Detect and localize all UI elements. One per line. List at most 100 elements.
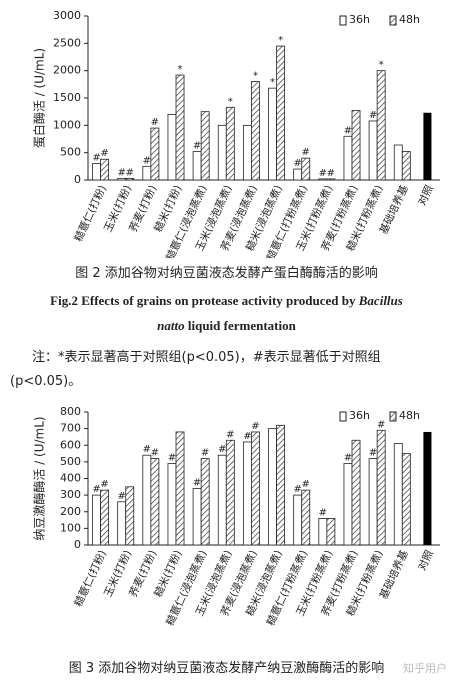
- x-tick-label: 糙薏仁(打粉): [72, 183, 109, 244]
- bar: [301, 489, 311, 546]
- significance-marker: #: [100, 479, 108, 490]
- y-tick-label: 600: [60, 438, 81, 451]
- significance-marker: #: [151, 117, 159, 128]
- significance-marker: #: [117, 491, 125, 502]
- significance-marker: #: [143, 444, 151, 455]
- y-tick-label: 1500: [53, 91, 81, 104]
- significance-marker: *: [270, 77, 275, 88]
- bar: [192, 488, 202, 546]
- chart: 蛋白酶活 / (U/mL) 0 500 1000 1500 2000 2500 3000 36h…: [32, 9, 440, 258]
- bar: [200, 458, 210, 546]
- legend-swatch: [339, 15, 347, 26]
- bar: [92, 494, 101, 546]
- significance-marker: #: [201, 448, 209, 459]
- bar: [242, 124, 252, 181]
- y-tick-label: 500: [60, 455, 81, 468]
- significance-marker: #: [369, 448, 377, 459]
- legend-label: 48h: [399, 13, 420, 26]
- significance-marker: #: [168, 453, 176, 464]
- bar: [142, 454, 152, 546]
- watermark: 知乎用户: [403, 662, 447, 675]
- legend-label: 36h: [349, 13, 370, 26]
- bar: [217, 454, 227, 546]
- y-tick-label: 500: [60, 146, 81, 159]
- bar: [401, 453, 411, 546]
- bar: [318, 178, 328, 181]
- significance-marker: #: [251, 421, 259, 432]
- caption-text: Fig.2 Effects of grains on protease acti…: [50, 293, 359, 308]
- bar: [92, 163, 101, 181]
- significance-marker: *: [253, 71, 258, 82]
- chart: 纳豆激酶酶活 / (U/mL) 0 100 200 300 400 500 600 700 800…: [32, 405, 440, 628]
- bar: [393, 443, 403, 546]
- legend-label: 36h: [349, 409, 370, 422]
- significance-marker: #: [293, 158, 301, 169]
- significance-marker: #: [151, 448, 159, 459]
- bar: [167, 463, 177, 546]
- bar: [100, 158, 110, 181]
- bar: [175, 74, 185, 181]
- bar: [376, 70, 386, 181]
- bar: [268, 428, 277, 546]
- bar: [200, 111, 210, 181]
- bar: [117, 177, 127, 181]
- significance-marker: #: [302, 147, 310, 158]
- y-tick-label: 2000: [53, 64, 81, 77]
- bar: [351, 110, 361, 181]
- bar: [268, 87, 277, 181]
- bar: [150, 127, 160, 181]
- y-tick-label: 0: [74, 538, 81, 551]
- bar: [343, 135, 353, 181]
- x-tick-label: 对照: [415, 183, 436, 208]
- control-bar: [423, 112, 432, 180]
- y-axis-label: 蛋白酶活 / (U/mL): [32, 48, 47, 148]
- significance-marker: #: [319, 168, 327, 179]
- bar: [225, 439, 235, 546]
- caption-italic: Bacillus: [358, 293, 403, 308]
- caption-text: liquid fermentation: [184, 318, 296, 333]
- significance-marker: #: [369, 110, 377, 121]
- y-tick-label: 3000: [53, 9, 81, 22]
- bar: [150, 458, 160, 546]
- bar: [242, 441, 252, 546]
- significance-marker: #: [344, 125, 352, 136]
- significance-marker: #: [302, 479, 310, 490]
- bar: [276, 424, 286, 546]
- bar: [251, 81, 260, 181]
- bar: [368, 120, 378, 181]
- bar: [376, 429, 386, 546]
- figure-caption: 图 2 添加谷物对纳豆菌液态发酵产蛋白酶酶活的影响: [75, 266, 378, 281]
- legend-swatch: [389, 15, 397, 26]
- y-tick-label: 400: [60, 472, 81, 485]
- bar: [167, 114, 177, 181]
- y-axis-label: 纳豆激酶酶活 / (U/mL): [32, 416, 47, 540]
- bar: [393, 144, 403, 181]
- significance-marker: *: [178, 64, 183, 75]
- figure-caption: 图 3 添加谷物对纳豆菌液态发酵产纳豆激酶酶活的影响: [68, 661, 385, 676]
- y-tick-label: 300: [60, 488, 81, 501]
- control-bar: [423, 431, 432, 545]
- significance-marker: #: [92, 484, 100, 495]
- y-tick-label: 1000: [53, 118, 81, 131]
- bar: [175, 431, 185, 546]
- bar: [401, 151, 411, 181]
- bar: [125, 177, 135, 181]
- significance-marker: #: [293, 484, 301, 495]
- significance-marker: #: [344, 453, 352, 464]
- legend-swatch: [389, 411, 397, 422]
- bar: [326, 178, 336, 181]
- y-tick-label: 700: [60, 422, 81, 435]
- bar: [100, 489, 110, 546]
- significance-marker: #: [226, 429, 234, 440]
- x-tick-label: 糙薏仁(打粉): [72, 548, 109, 609]
- y-tick-label: 800: [60, 405, 81, 418]
- bar: [351, 439, 361, 546]
- bar: [225, 106, 235, 181]
- bar: [293, 168, 303, 181]
- significance-marker: #: [377, 419, 385, 430]
- significance-marker: #: [193, 141, 201, 152]
- significance-marker: #: [126, 167, 134, 178]
- y-tick-label: 100: [60, 521, 81, 534]
- y-tick-label: 0: [74, 173, 81, 186]
- significance-marker: #: [319, 507, 327, 518]
